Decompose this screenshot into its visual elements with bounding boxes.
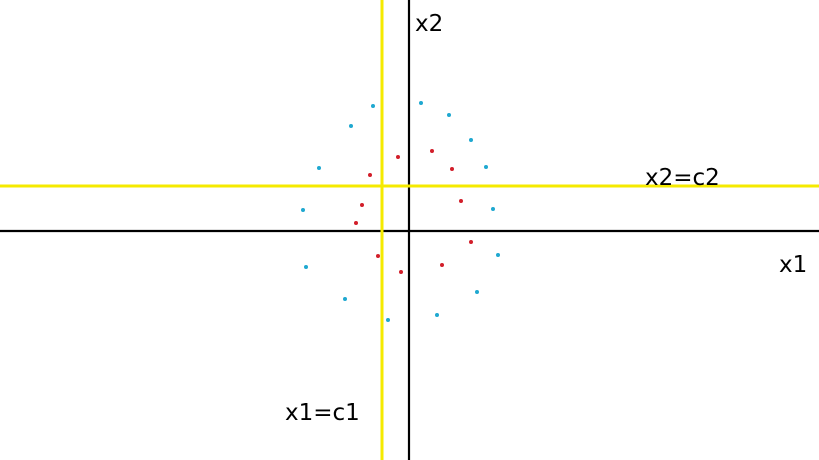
blue-data-point xyxy=(371,104,375,108)
x1-threshold-label: x1=c1 xyxy=(285,400,360,426)
blue-data-point xyxy=(349,124,353,128)
red-data-point xyxy=(360,203,364,207)
blue-data-point xyxy=(386,318,390,322)
blue-data-point xyxy=(469,138,473,142)
red-data-point xyxy=(459,199,463,203)
red-data-point xyxy=(440,263,444,267)
blue-data-point xyxy=(484,165,488,169)
red-data-point xyxy=(396,155,400,159)
red-data-point xyxy=(450,167,454,171)
blue-data-point xyxy=(343,297,347,301)
blue-data-point xyxy=(301,208,305,212)
x1-axis-label: x1 xyxy=(779,252,807,278)
red-data-point xyxy=(368,173,372,177)
red-data-point xyxy=(354,221,358,225)
red-data-point xyxy=(430,149,434,153)
red-data-point xyxy=(469,240,473,244)
blue-data-point xyxy=(317,166,321,170)
x2-threshold-label: x2=c2 xyxy=(645,165,720,191)
blue-data-point xyxy=(447,113,451,117)
data-points-group xyxy=(301,101,500,322)
blue-data-point xyxy=(491,207,495,211)
red-data-point xyxy=(399,270,403,274)
blue-data-point xyxy=(475,290,479,294)
x2-axis-label: x2 xyxy=(415,11,443,37)
red-data-point xyxy=(376,254,380,258)
blue-data-point xyxy=(435,313,439,317)
blue-data-point xyxy=(496,253,500,257)
blue-data-point xyxy=(419,101,423,105)
blue-data-point xyxy=(304,265,308,269)
